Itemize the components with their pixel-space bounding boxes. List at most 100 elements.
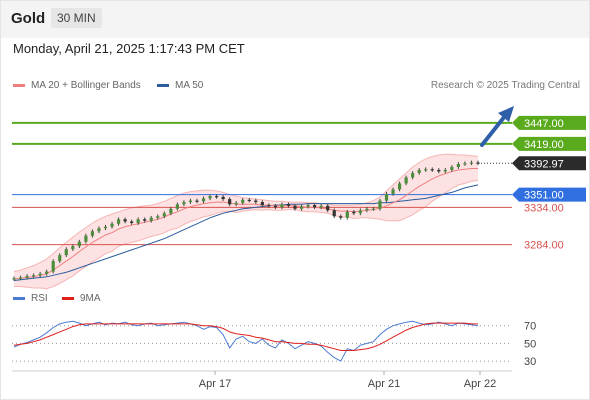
candle-body: [332, 210, 336, 217]
level-label-3447.00: 3447.00: [524, 118, 564, 130]
rsi-tick-50: 50: [524, 338, 536, 350]
legend-bollinger: MA 20 + Bollinger Bands: [13, 80, 141, 91]
candle-body: [384, 193, 389, 201]
rsi-line: [13, 320, 479, 362]
level-label-3334.00: 3334.00: [524, 202, 564, 214]
level-tag-bg: [512, 115, 586, 130]
ma9-swatch: [62, 296, 74, 300]
candle-body: [143, 219, 147, 221]
timestamp: Monday, April 21, 2025 1:17:43 PM CET: [13, 41, 245, 56]
bollinger-lower-line: [14, 179, 479, 290]
candle-body: [156, 216, 160, 218]
candle-body: [280, 204, 284, 208]
candle-body: [116, 219, 121, 224]
bollinger-upper-line: [13, 153, 479, 273]
candle-body: [84, 235, 88, 242]
candle-body: [221, 196, 225, 200]
candle-body: [32, 275, 36, 277]
candle-body: [463, 163, 467, 165]
candle-body: [417, 169, 421, 173]
candle-body: [437, 169, 441, 172]
level-tag-3447.00: 3447.00: [512, 115, 586, 130]
candle-body: [299, 206, 304, 209]
candle-body: [208, 196, 212, 199]
instrument-title: Gold: [11, 10, 46, 27]
candle-body: [352, 211, 356, 214]
candle-body: [306, 205, 310, 207]
candle-body: [123, 219, 127, 222]
timeframe-badge[interactable]: 30 MIN: [51, 8, 102, 28]
bollinger-swatch: [13, 83, 25, 87]
candle-body: [71, 246, 75, 250]
candle-body: [130, 221, 134, 224]
candle-body: [182, 202, 186, 205]
candle-body: [319, 205, 323, 208]
x-tick-label: Apr 22: [464, 378, 496, 390]
forecast-arrow-icon: [480, 106, 514, 147]
candle-body: [195, 200, 199, 202]
candle-body: [25, 276, 29, 278]
header-bar: Gold 30 MIN: [0, 0, 590, 38]
candle-body: [469, 162, 474, 164]
candle-body: [149, 217, 153, 221]
candle-body: [241, 199, 245, 203]
candle-body: [267, 205, 271, 207]
candle-body: [103, 226, 108, 229]
candle-body: [339, 216, 343, 218]
candle-body: [64, 249, 68, 256]
candle-body: [38, 273, 42, 276]
legend-ma50: MA 50: [157, 80, 203, 91]
candle-body: [214, 196, 219, 198]
candle-body: [378, 200, 382, 209]
candle-body: [77, 241, 81, 247]
candle-body: [391, 189, 395, 194]
candle-body: [293, 205, 297, 209]
legend-bollinger-label: MA 20 + Bollinger Bands: [31, 80, 141, 91]
candle-body: [162, 213, 166, 217]
legend-9ma: 9MA: [62, 293, 101, 304]
level-tag-bg: [512, 187, 586, 202]
candle-body: [234, 202, 238, 205]
candle-body: [12, 278, 16, 280]
candle-body: [345, 211, 349, 218]
rsi-swatch: [13, 296, 25, 300]
rsi-tick-30: 30: [524, 356, 536, 368]
candle-body: [228, 199, 232, 205]
candle-body: [397, 183, 402, 190]
level-tag-3419.00: 3419.00: [512, 136, 586, 151]
candle-body: [18, 277, 23, 279]
legend-ma50-label: MA 50: [175, 80, 204, 91]
candle-body: [110, 223, 114, 227]
level-label-3419.00: 3419.00: [524, 139, 564, 151]
rsi-9ma-line: [13, 322, 478, 351]
candle-body: [404, 177, 408, 184]
arrow-shaft: [480, 114, 507, 147]
candle-body: [450, 166, 454, 170]
ma20-line: [13, 168, 478, 280]
level-tag-3351.00: 3351.00: [512, 187, 586, 202]
level-tag-bg: [512, 136, 586, 151]
candle-body: [51, 261, 55, 272]
arrow-head: [498, 106, 514, 122]
candle-body: [188, 200, 193, 203]
x-tick-label: Apr 17: [199, 378, 231, 390]
candle-body: [371, 208, 376, 211]
ma50-line: [13, 184, 479, 281]
candle-body: [45, 271, 49, 274]
candle-body: [430, 169, 434, 171]
candle-body: [443, 169, 447, 172]
research-credit: Research © 2025 Trading Central: [430, 80, 580, 91]
level-label-3351.00: 3351.00: [524, 190, 564, 202]
candle-body: [169, 208, 173, 214]
candle-body: [424, 169, 428, 171]
bollinger-band-fill: [14, 154, 478, 289]
candle-body: [326, 205, 330, 211]
legend-rsi: RSI: [13, 293, 48, 304]
candle-body: [247, 199, 251, 202]
legend-rsi-label: RSI: [31, 293, 48, 304]
candle-body: [358, 210, 362, 214]
candle-body: [260, 202, 264, 206]
legend-9ma-label: 9MA: [80, 293, 101, 304]
candle-body: [456, 163, 460, 167]
